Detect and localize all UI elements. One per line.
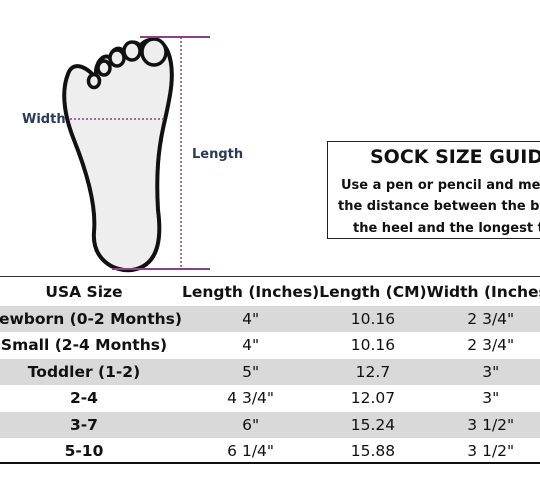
cell-length-inches: 6" [242,415,260,434]
cell-usa-size: Newborn (0-2 Months) [0,309,182,328]
cell-usa-size: 2-4 [69,389,98,408]
cell-width-inches: 2 3/4" [467,336,515,355]
table-header-row: USA Size Length (Inches) Length (CM) Wid… [0,279,540,306]
cell-width-inches: 2 3/4" [467,309,515,328]
guide-line-1: Use a pen or pencil and measure [341,178,540,193]
cell-usa-size: 5-10 [64,442,104,461]
toe-little [86,72,102,90]
table-bottom-rule [0,462,540,464]
cell-length-cm: 15.88 [350,442,396,461]
cell-usa-size: Toddler (1-2) [27,362,141,381]
toe-fourth [96,59,112,77]
table-row: 5-10 6 1/4" 15.88 3 1/2" [0,438,540,465]
cell-length-cm: 10.16 [350,336,396,355]
width-label: Width [22,112,66,127]
header-length-cm: Length (CM) [319,283,427,302]
foot-outline [62,37,174,273]
table-top-rule [0,276,540,277]
size-table: USA Size Length (Inches) Length (CM) Wid… [0,279,540,465]
cell-length-inches: 4" [242,336,260,355]
guide-title: SOCK SIZE GUIDE [370,146,540,168]
cell-length-cm: 12.7 [355,362,391,381]
table-row: Toddler (1-2) 5" 12.7 3" [0,358,540,385]
guide-line-2: the distance between the back of [338,199,540,214]
cell-length-cm: 12.07 [350,389,396,408]
header-length-inches: Length (Inches) [181,283,320,302]
table-row: Small (2-4 Months) 4" 10.16 2 3/4" [0,332,540,359]
cell-width-inches: 3 1/2" [467,442,515,461]
cell-length-inches: 5" [242,362,260,381]
header-usa-size: USA Size [45,283,123,302]
cell-usa-size: 3-7 [69,415,98,434]
cell-length-cm: 15.24 [350,415,396,434]
cell-usa-size: Small (2-4 Months) [0,336,168,355]
cell-length-inches: 4" [242,309,260,328]
guide-line-3: the heel and the longest toe. [353,221,540,236]
sock-size-guide-box: SOCK SIZE GUIDE Use a pen or pencil and … [327,141,540,239]
cell-length-inches: 4 3/4" [227,389,275,408]
table-row: Newborn (0-2 Months) 4" 10.16 2 3/4" [0,305,540,332]
cell-width-inches: 3" [482,389,500,408]
table-row: 2-4 4 3/4" 12.07 3" [0,385,540,412]
toe-third [108,48,126,68]
cell-length-inches: 6 1/4" [227,442,275,461]
cell-length-cm: 10.16 [350,309,396,328]
toe-second [122,40,142,62]
cell-width-inches: 3 1/2" [467,415,515,434]
length-label: Length [192,147,243,162]
header-width-inches: Width (Inches) [426,283,540,302]
toe-big [140,37,168,67]
foot-diagram: Width Length [0,0,260,280]
cell-width-inches: 3" [482,362,500,381]
table-row: 3-7 6" 15.24 3 1/2" [0,411,540,438]
